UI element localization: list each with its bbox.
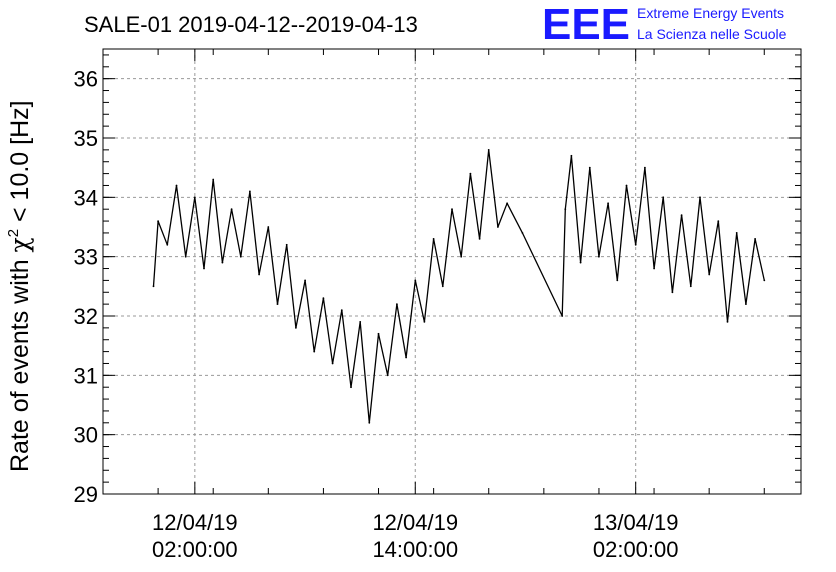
y-tick-label: 36 xyxy=(74,67,98,92)
y-tick-label: 32 xyxy=(74,304,98,329)
ylabel-chi: χ xyxy=(5,237,34,252)
data-point xyxy=(717,220,720,223)
data-point xyxy=(699,196,701,199)
y-tick-label: 33 xyxy=(74,245,98,270)
series-line xyxy=(152,149,765,424)
data-point xyxy=(230,208,233,211)
data-point xyxy=(451,208,453,211)
series-layer xyxy=(152,149,766,424)
x-tick-label-time: 02:00:00 xyxy=(152,537,238,562)
ylabel-suffix: < 10.0 [Hz] xyxy=(6,100,34,229)
data-point xyxy=(497,226,499,228)
x-tick-label-date: 12/04/19 xyxy=(152,510,238,535)
data-point xyxy=(662,196,665,199)
y-tick-label: 31 xyxy=(74,363,98,388)
data-point xyxy=(340,309,343,311)
data-point xyxy=(478,238,481,240)
data-point xyxy=(184,255,187,258)
x-tick-labels: 12/04/1902:00:0012/04/1914:00:0013/04/19… xyxy=(152,510,678,562)
data-point xyxy=(441,285,444,288)
data-point xyxy=(680,214,683,217)
axis-ticks xyxy=(102,49,801,495)
data-point xyxy=(239,255,242,258)
data-point xyxy=(644,166,646,169)
x-tick-label-date: 13/04/19 xyxy=(593,510,679,535)
data-point xyxy=(350,386,352,389)
y-axis-label: Rate of events with χ2 < 10.0 [Hz] xyxy=(5,100,34,472)
data-point xyxy=(616,279,619,282)
data-point xyxy=(212,178,215,181)
data-point xyxy=(745,303,747,305)
data-point xyxy=(487,149,490,151)
data-point xyxy=(386,374,389,377)
data-point xyxy=(414,279,417,282)
data-point xyxy=(193,196,196,199)
data-point xyxy=(588,166,591,169)
data-point xyxy=(598,255,600,258)
data-point xyxy=(735,232,738,234)
data-point xyxy=(561,315,564,317)
ylabel-exponent: 2 xyxy=(5,229,22,237)
grid xyxy=(103,49,801,495)
data-point xyxy=(579,261,582,264)
data-point xyxy=(653,267,655,270)
data-point xyxy=(166,243,169,246)
data-point xyxy=(570,154,573,157)
y-tick-label: 30 xyxy=(74,423,98,448)
data-point xyxy=(671,291,674,294)
data-point xyxy=(460,255,463,258)
data-point xyxy=(304,279,306,282)
logo-line-2: La Scienza nelle Scuole xyxy=(637,26,787,42)
data-point xyxy=(249,190,251,193)
data-point xyxy=(754,238,756,240)
data-point xyxy=(405,356,407,359)
data-point xyxy=(432,238,435,240)
y-tick-label: 29 xyxy=(74,482,98,507)
data-point xyxy=(267,226,270,228)
y-tick-label: 34 xyxy=(74,185,98,210)
logo-line-1: Extreme Energy Events xyxy=(637,5,784,21)
eee-logo: EEE Extreme Energy Events La Scienza nel… xyxy=(542,0,787,49)
x-tick-label-date: 12/04/19 xyxy=(372,510,458,535)
data-point xyxy=(396,303,398,305)
data-point xyxy=(175,184,178,187)
data-point xyxy=(625,184,628,187)
y-tick-labels: 29 30 31 32 33 34 35 36 xyxy=(74,67,98,507)
x-tick-label-time: 02:00:00 xyxy=(593,537,679,562)
data-point xyxy=(359,321,362,323)
data-point xyxy=(634,243,637,246)
data-point xyxy=(322,297,325,300)
data-point xyxy=(377,332,380,335)
data-point xyxy=(708,273,711,276)
chart-title: SALE-01 2019-04-12--2019-04-13 xyxy=(84,12,418,37)
data-point xyxy=(258,273,260,276)
data-point xyxy=(564,208,567,211)
data-point xyxy=(313,350,316,353)
data-point xyxy=(203,267,205,270)
data-point xyxy=(331,362,334,365)
ylabel-prefix: Rate of events with xyxy=(6,252,34,472)
data-point xyxy=(221,261,224,264)
x-tick-label-time: 14:00:00 xyxy=(372,537,458,562)
data-point xyxy=(521,232,524,234)
data-point xyxy=(295,327,297,329)
plot-frame xyxy=(102,48,802,495)
data-point xyxy=(152,285,155,288)
data-point xyxy=(689,285,692,288)
data-point xyxy=(423,321,426,323)
eee-logo-mark: EEE xyxy=(542,0,630,49)
data-point xyxy=(368,421,371,424)
data-point xyxy=(157,220,160,223)
data-point xyxy=(276,303,279,305)
data-point xyxy=(726,321,729,323)
data-point xyxy=(763,279,766,282)
data-point xyxy=(285,243,288,246)
data-point xyxy=(506,202,508,205)
y-tick-label: 35 xyxy=(74,126,98,151)
data-point xyxy=(607,202,609,205)
data-point xyxy=(469,172,472,175)
